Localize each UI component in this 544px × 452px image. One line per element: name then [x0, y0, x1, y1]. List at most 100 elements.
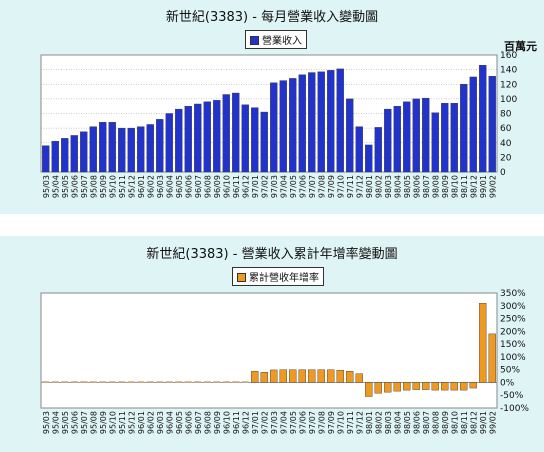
- x-tick-label: 95/04: [51, 175, 60, 198]
- x-tick-label: 98/09: [441, 175, 450, 198]
- bar: [42, 145, 50, 173]
- legend-label: 營業收入: [262, 36, 302, 47]
- x-tick-label: 98/03: [384, 411, 393, 434]
- x-tick-label: 95/07: [80, 411, 89, 434]
- x-tick-label: 95/04: [51, 411, 60, 434]
- y-tick-label: 120: [500, 80, 517, 90]
- x-tick-label: 98/07: [422, 411, 431, 434]
- x-tick-label: 96/06: [184, 411, 193, 434]
- bar: [346, 98, 354, 173]
- bar: [403, 382, 411, 391]
- x-tick-label: 97/02: [260, 411, 269, 434]
- y-axis-unit: 百萬元: [504, 40, 537, 53]
- x-tick-label: 97/03: [270, 411, 279, 434]
- bar: [412, 98, 420, 173]
- bar: [488, 76, 496, 173]
- bar: [127, 381, 135, 383]
- x-tick-label: 96/11: [232, 411, 241, 434]
- bar: [118, 381, 126, 383]
- y-tick-label: 150%: [500, 340, 526, 350]
- chart-title: 新世紀(3383) - 營業收入累計年增率變動圖: [146, 247, 398, 262]
- bar: [469, 382, 477, 389]
- bar: [184, 105, 192, 173]
- bar: [165, 113, 173, 173]
- y-tick-label: 100%: [500, 353, 526, 363]
- bar: [298, 369, 306, 383]
- plot-area: [40, 292, 498, 409]
- x-tick-label: 96/05: [175, 411, 184, 434]
- x-tick-label: 97/02: [260, 175, 269, 198]
- bar: [374, 127, 382, 173]
- x-tick-label: 95/07: [80, 175, 89, 198]
- x-tick-label: 97/10: [336, 411, 345, 434]
- x-tick-label: 98/02: [374, 411, 383, 434]
- bar: [270, 82, 278, 173]
- bar: [118, 127, 126, 173]
- x-tick-label: 97/05: [289, 175, 298, 198]
- x-tick-label: 97/10: [336, 175, 345, 198]
- bar: [99, 381, 107, 383]
- x-tick-label: 95/11: [118, 175, 127, 198]
- y-tick-label: 160: [500, 51, 517, 61]
- x-tick-label: 95/08: [89, 175, 98, 198]
- x-tick-label: 98/05: [403, 411, 412, 434]
- bar: [51, 381, 59, 383]
- bar: [317, 369, 325, 383]
- y-tick-label: 60: [500, 124, 512, 134]
- x-tick-label: 96/06: [184, 175, 193, 198]
- bar: [336, 369, 344, 383]
- bar: [279, 80, 287, 173]
- x-tick-label: 97/01: [251, 411, 260, 434]
- bar: [355, 126, 363, 173]
- bar: [146, 124, 154, 173]
- bar: [460, 84, 468, 173]
- bar: [194, 103, 202, 173]
- x-tick-label: 97/05: [289, 411, 298, 434]
- x-tick-label: 95/10: [108, 411, 117, 434]
- bar: [213, 100, 221, 173]
- y-tick-label: -100%: [500, 404, 529, 414]
- x-tick-label: 96/02: [146, 175, 155, 198]
- x-tick-label: 96/03: [156, 175, 165, 198]
- bar: [298, 74, 306, 173]
- x-tick-label: 95/09: [99, 411, 108, 434]
- x-tick-label: 97/11: [346, 175, 355, 198]
- y-tick-label: 50%: [500, 366, 520, 376]
- chart-legend: 累計營收年增率: [232, 267, 324, 286]
- y-tick-label: 300%: [500, 302, 526, 312]
- x-tick-label: 95/03: [42, 411, 51, 434]
- bar: [184, 381, 192, 383]
- bar: [61, 138, 69, 173]
- x-tick-label: 98/01: [365, 411, 374, 434]
- bar: [165, 381, 173, 383]
- bar: [384, 382, 392, 393]
- bar: [355, 373, 363, 383]
- bar: [365, 144, 373, 173]
- x-tick-label: 96/01: [137, 175, 146, 198]
- chart-legend: 營業收入: [245, 30, 307, 49]
- bar: [327, 369, 335, 383]
- bar: [80, 131, 88, 173]
- x-tick-label: 97/08: [317, 175, 326, 198]
- x-tick-label: 96/12: [241, 175, 250, 198]
- x-tick-label: 97/01: [251, 175, 260, 198]
- x-tick-label: 97/04: [279, 175, 288, 198]
- bar: [327, 70, 335, 173]
- bar: [308, 369, 316, 383]
- bar: [99, 122, 107, 173]
- x-tick-label: 98/05: [403, 175, 412, 198]
- x-tick-label: 95/12: [127, 411, 136, 434]
- bar: [441, 382, 449, 391]
- bar: [374, 382, 382, 394]
- y-tick-label: -50%: [500, 391, 524, 401]
- x-tick-label: 97/12: [355, 411, 364, 434]
- y-tick-label: 250%: [500, 315, 526, 325]
- x-tick-label: 96/07: [194, 411, 203, 434]
- bar: [384, 108, 392, 173]
- bar: [422, 382, 430, 390]
- bar: [241, 104, 249, 173]
- x-tick-label: 98/06: [412, 411, 421, 434]
- x-tick-label: 99/01: [479, 175, 488, 198]
- x-tick-label: 96/01: [137, 411, 146, 434]
- bar: [89, 126, 97, 173]
